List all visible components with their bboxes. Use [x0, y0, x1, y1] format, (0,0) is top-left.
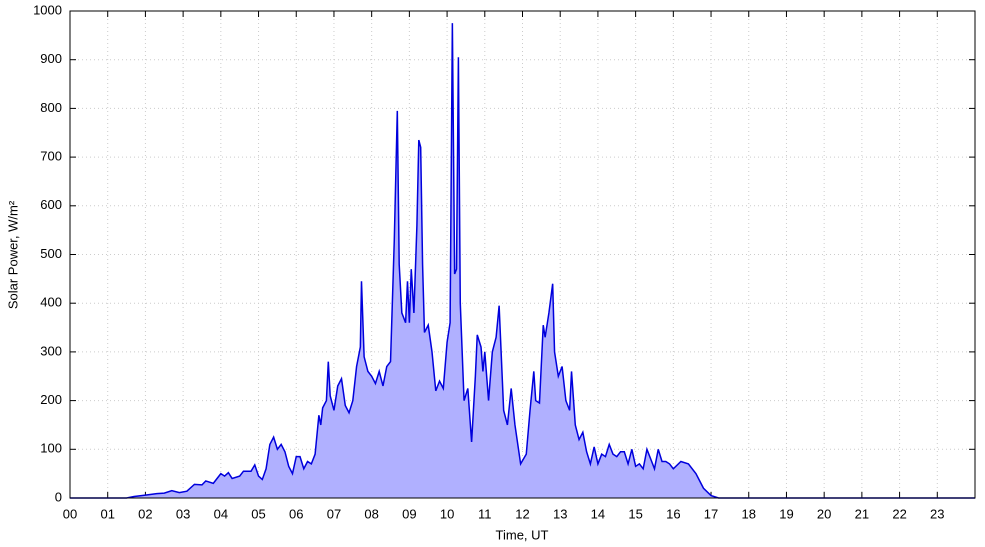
- x-tick-label: 14: [591, 506, 605, 521]
- x-tick-label: 06: [289, 506, 303, 521]
- y-tick-label: 900: [40, 51, 62, 66]
- y-axis-label: Solar Power, W/m²: [5, 200, 20, 309]
- x-tick-label: 08: [364, 506, 378, 521]
- x-tick-label: 23: [930, 506, 944, 521]
- y-tick-label: 1000: [33, 2, 62, 17]
- x-axis-label: Time, UT: [496, 527, 549, 542]
- x-tick-label: 02: [138, 506, 152, 521]
- area-line: [70, 23, 975, 499]
- x-tick-label: 22: [892, 506, 906, 521]
- x-tick-label: 10: [440, 506, 454, 521]
- x-tick-label: 07: [327, 506, 341, 521]
- x-tick-label: 17: [704, 506, 718, 521]
- y-tick-label: 100: [40, 441, 62, 456]
- x-tick-label: 05: [251, 506, 265, 521]
- plot-frame: [69, 10, 976, 499]
- y-tick-label: 700: [40, 149, 62, 164]
- x-tick-label: 21: [855, 506, 869, 521]
- x-tick-label: 12: [515, 506, 529, 521]
- x-tick-label: 04: [214, 506, 228, 521]
- x-tick-label: 19: [779, 506, 793, 521]
- y-tick-label: 300: [40, 343, 62, 358]
- y-tick-label: 800: [40, 100, 62, 115]
- y-tick-label: 200: [40, 392, 62, 407]
- x-tick-label: 20: [817, 506, 831, 521]
- y-tick-label: 500: [40, 246, 62, 261]
- x-tick-label: 01: [100, 506, 114, 521]
- x-tick-label: 15: [628, 506, 642, 521]
- area-fill: [70, 23, 975, 499]
- x-tick-label: 11: [478, 506, 492, 521]
- y-tick-label: 400: [40, 295, 62, 310]
- y-tick-label: 600: [40, 197, 62, 212]
- x-tick-label: 09: [402, 506, 416, 521]
- y-tick-label: 0: [55, 489, 62, 504]
- x-tick-label: 18: [742, 506, 756, 521]
- x-tick-label: 00: [63, 506, 77, 521]
- x-tick-label: 13: [553, 506, 567, 521]
- x-tick-label: 03: [176, 506, 190, 521]
- x-tick-label: 16: [666, 506, 680, 521]
